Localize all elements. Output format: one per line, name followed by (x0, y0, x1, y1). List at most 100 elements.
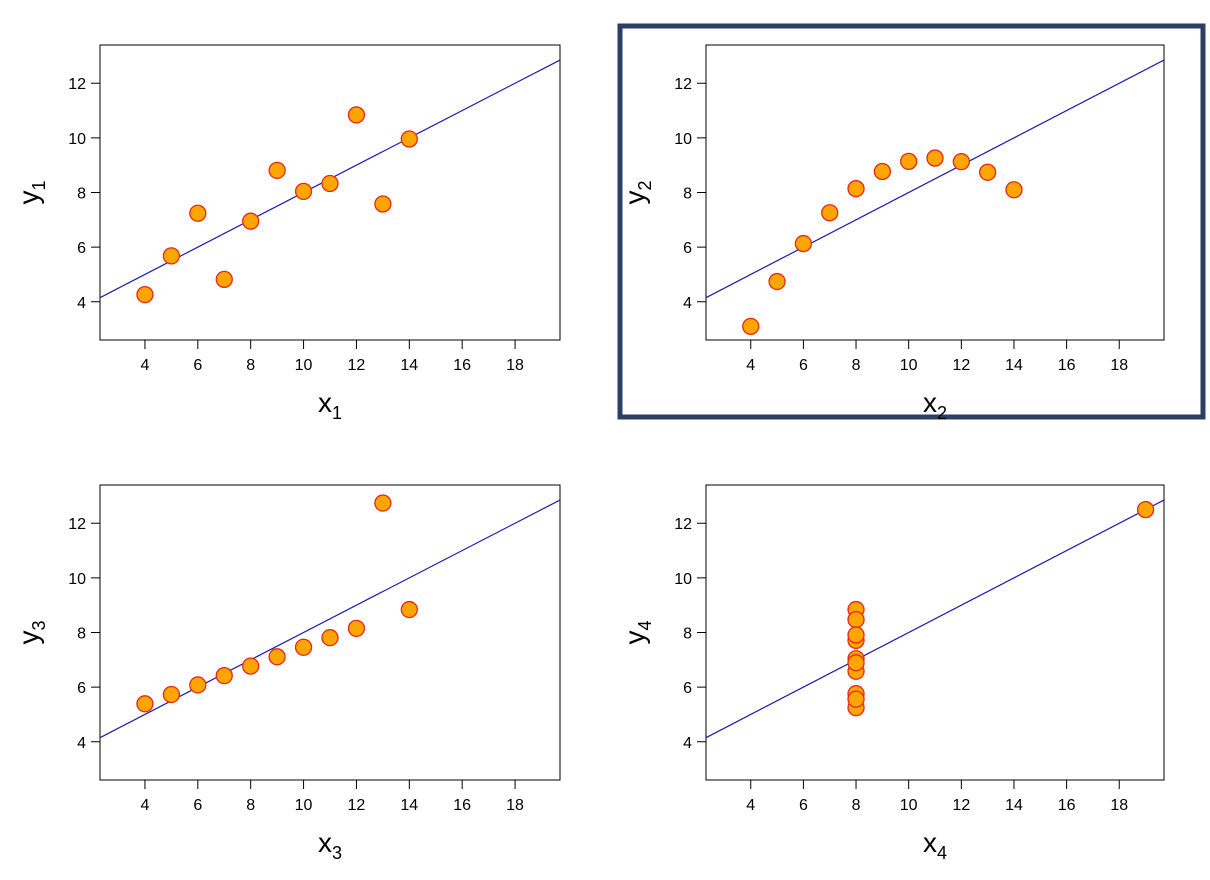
panel-2-point-5 (926, 149, 944, 167)
panel-4-y-tick-label-10: 10 (674, 571, 692, 588)
panel-2-point-9 (952, 152, 970, 171)
panel-2-y-tick-label-4: 4 (683, 295, 692, 312)
panel-2-x-tick-label-10: 10 (900, 357, 918, 374)
panel-1-x-tick-label-14: 14 (400, 357, 418, 374)
panel-4-point-10 (847, 626, 865, 644)
panel-4-point-11 (847, 654, 865, 672)
panel-4-plot-frame (705, 484, 1165, 781)
panel-3-x-tick-label-18: 18 (506, 797, 524, 814)
panel-2-point-2 (847, 180, 865, 198)
panel-1-point-10 (215, 270, 233, 289)
panel-4-y-tick-label-8: 8 (683, 626, 692, 643)
panel-3-point-6 (400, 600, 418, 619)
panel-3-point-5 (321, 629, 339, 647)
panel-1-x-tick-label-10: 10 (295, 357, 313, 374)
panel-3-point-8 (136, 695, 154, 713)
panel-3-x-tick-label-6: 6 (193, 797, 202, 814)
panel-2-y-tick-label-8: 8 (683, 186, 692, 203)
panel-2-y-tick-label-6: 6 (683, 240, 692, 257)
panel-2-point-8 (742, 317, 760, 335)
panel-2-x-axis-label: x2 (923, 387, 947, 423)
panel-2-x-tick-label-6: 6 (799, 357, 808, 374)
panel-3-y-tick-label-4: 4 (77, 735, 86, 752)
panel-4-fit-line (706, 499, 1164, 739)
panel-2-y-axis-label: y2 (619, 180, 655, 204)
panel-2-plot-frame (705, 44, 1165, 341)
panel-1-x-tick-label-16: 16 (453, 357, 471, 374)
panel-4-x-tick-label-10: 10 (900, 797, 918, 814)
panel-3-point-11 (162, 685, 181, 704)
panel-2-y-tick-label-10: 10 (674, 131, 692, 148)
panel-1-plot-frame (99, 44, 561, 341)
panel-2-point-10 (821, 204, 839, 222)
panel-3-point-9 (347, 619, 366, 638)
panel-1-y-axis-label: y1 (13, 180, 49, 204)
panel-3-x-tick-label-14: 14 (400, 797, 418, 814)
panel-3-y-axis-label: y3 (13, 620, 49, 644)
panel-3-point-3 (374, 494, 392, 512)
panel-1-point-8 (136, 286, 154, 304)
panel-4-x-axis-label: x4 (923, 827, 947, 863)
panel-2-x-tick-label-12: 12 (952, 357, 970, 374)
panel-1-x-tick-label-4: 4 (140, 357, 149, 374)
panel-2-x-tick-label-16: 16 (1058, 357, 1076, 374)
panel-3-x-tick-label-10: 10 (295, 797, 313, 814)
panel-3-y-tick-label-8: 8 (77, 626, 86, 643)
panel-3-point-10 (215, 667, 233, 685)
panel-3-point-4 (268, 648, 286, 666)
panel-1-y-tick-label-6: 6 (77, 240, 86, 257)
panel-1-point-4 (268, 161, 286, 180)
panel-3-x-tick-label-8: 8 (246, 797, 255, 814)
panel-3-x-axis-label: x3 (318, 827, 342, 863)
panel-2: 4 6 8 10 12 14 16 18 4 6 8 10 12 x2 y2 (617, 23, 1206, 423)
panel-1-point-3 (374, 195, 392, 213)
panel-4-point-5 (847, 611, 865, 629)
panel-4-x-tick-label-16: 16 (1058, 797, 1076, 814)
panel-3: 4 6 8 10 12 14 16 18 4 6 8 10 12 x3 y3 (13, 484, 561, 863)
panel-2-x-tick-label-4: 4 (746, 357, 755, 374)
panel-4-x-tick-label-6: 6 (799, 797, 808, 814)
panel-3-y-tick-label-12: 12 (68, 516, 86, 533)
panel-1-x-tick-label-18: 18 (506, 357, 524, 374)
panel-1-x-tick-label-12: 12 (348, 357, 366, 374)
panel-2-y-tick-label-12: 12 (674, 76, 692, 93)
panel-3-x-tick-label-12: 12 (348, 797, 366, 814)
panel-1-y-tick-label-10: 10 (68, 131, 86, 148)
panel-2-x-tick-label-18: 18 (1110, 357, 1128, 374)
panel-1-x-axis-label: x1 (318, 387, 342, 423)
panel-4-x-tick-label-14: 14 (1005, 797, 1023, 814)
panel-3-y-tick-label-10: 10 (68, 571, 86, 588)
panel-3-x-tick-label-4: 4 (140, 797, 149, 814)
panel-2-x-tick-label-14: 14 (1005, 357, 1023, 374)
panel-1-y-tick-label-8: 8 (77, 186, 86, 203)
panel-4-x-tick-label-12: 12 (952, 797, 970, 814)
panel-1-point-9 (347, 106, 366, 124)
panel-4-y-tick-label-6: 6 (683, 680, 692, 697)
panel-1: 4 6 8 10 12 14 16 18 4 6 8 10 12 x1 y1 (13, 44, 561, 423)
panel-1-x-tick-label-8: 8 (246, 357, 255, 374)
panel-1-y-tick-label-4: 4 (77, 295, 86, 312)
panel-4-y-tick-label-12: 12 (674, 516, 692, 533)
panel-4-x-tick-label-4: 4 (746, 797, 755, 814)
panel-4: 4 6 8 10 12 14 16 18 4 6 8 10 12 x4 y4 (619, 484, 1165, 863)
panel-1-point-1 (294, 182, 313, 201)
panel-1-point-11 (162, 247, 181, 265)
panel-2-point-1 (900, 152, 918, 171)
panel-2-x-tick-label-8: 8 (852, 357, 861, 374)
panel-4-point-9 (847, 690, 865, 708)
panel-1-point-6 (400, 130, 418, 148)
panel-2-highlight-frame (617, 23, 1206, 420)
panel-2-point-6 (1005, 181, 1023, 199)
panel-3-x-tick-label-16: 16 (453, 797, 471, 814)
panel-3-y-tick-label-6: 6 (77, 680, 86, 697)
panel-4-x-tick-label-8: 8 (852, 797, 861, 814)
panel-1-x-tick-label-6: 6 (193, 357, 202, 374)
panel-1-y-tick-label-12: 12 (68, 76, 86, 93)
panel-2-point-4 (873, 162, 892, 181)
panel-3-point-2 (242, 657, 260, 675)
panel-1-point-2 (242, 212, 260, 230)
panel-2-point-7 (794, 234, 813, 253)
panel-2-point-3 (978, 163, 997, 181)
panel-3-point-1 (294, 638, 313, 656)
